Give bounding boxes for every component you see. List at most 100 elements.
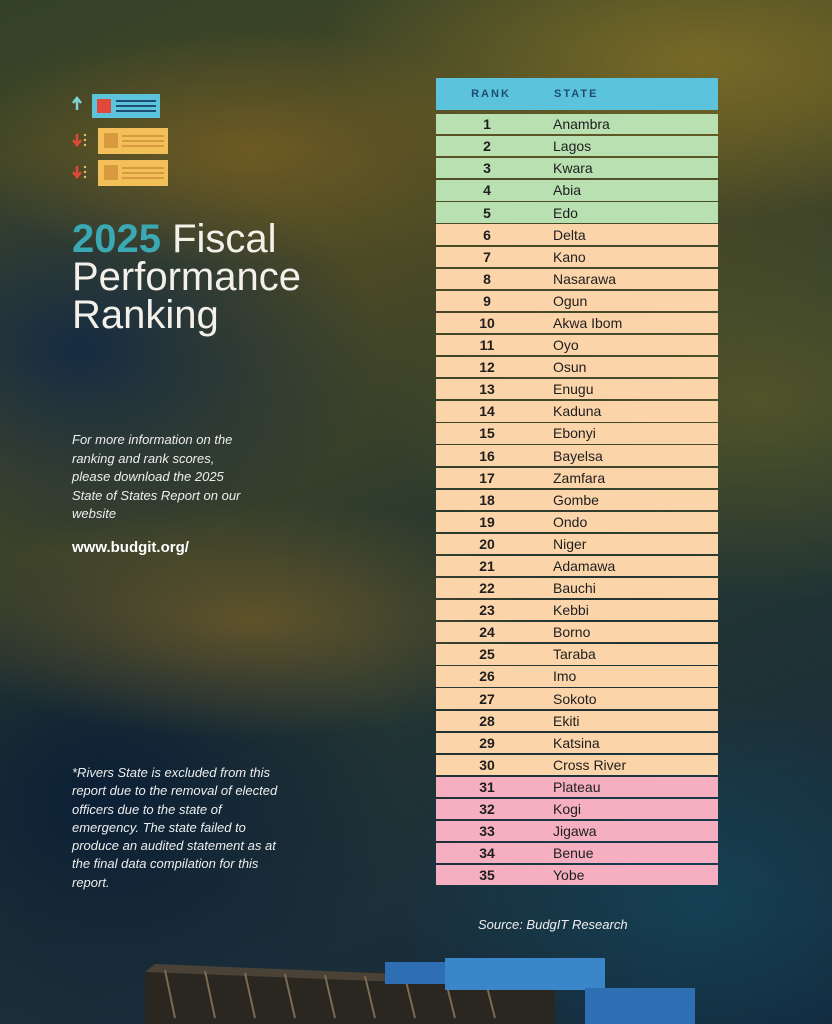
rank-cell: 31 xyxy=(479,778,495,795)
table-row: 4 Abia xyxy=(436,180,718,201)
website-link[interactable]: www.budgit.org/ xyxy=(72,539,189,556)
rank-cell: 15 xyxy=(479,425,495,442)
rank-cell: 24 xyxy=(479,624,495,641)
rank-cell: 10 xyxy=(479,314,495,331)
page-title: 2025 Fiscal Performance Ranking xyxy=(72,219,301,337)
table-header: RANK STATE xyxy=(436,78,718,110)
state-cell: Abia xyxy=(553,182,582,199)
table-row: 13 Enugu xyxy=(436,379,718,400)
rank-cell: 8 xyxy=(483,270,491,287)
state-cell: Kano xyxy=(553,248,586,265)
footnote: *Rivers State is excluded from this repo… xyxy=(72,765,278,890)
state-cell: Gombe xyxy=(553,491,599,508)
state-cell: Borno xyxy=(553,624,591,641)
state-cell: Ebonyi xyxy=(553,425,596,442)
state-cell: Benue xyxy=(553,845,594,862)
state-cell: Niger xyxy=(553,535,587,552)
table-row: 31 Plateau xyxy=(436,776,718,798)
ranking-table: RANK STATE 1 Anambra 2 Lagos 3 Kwara 4 Abia 5 Edo… xyxy=(436,78,718,887)
state-cell: Sokoto xyxy=(553,690,597,707)
table-row: 15 Ebonyi xyxy=(436,423,718,444)
state-cell: Katsina xyxy=(553,734,600,751)
rank-cell: 9 xyxy=(483,292,491,309)
table-row: 18 Gombe xyxy=(436,489,718,510)
table-row: 5 Edo xyxy=(436,202,718,223)
table-row: 14 Kaduna xyxy=(436,401,718,422)
table-row: 23 Kebbi xyxy=(436,600,718,621)
rank-cell: 1 xyxy=(483,116,491,133)
source-text: Source: BudgIT Research xyxy=(478,917,628,932)
vehicles-illustration xyxy=(145,958,695,1024)
rank-cell: 7 xyxy=(483,248,491,265)
table-row: 1 Anambra xyxy=(436,114,718,135)
state-cell: Ogun xyxy=(553,292,588,309)
state-cell: Nasarawa xyxy=(553,270,617,287)
rank-header: RANK xyxy=(471,88,511,100)
table-row: 9 Ogun xyxy=(436,290,718,312)
table-row: 26 Imo xyxy=(436,666,718,687)
state-cell: Edo xyxy=(553,204,578,221)
rank-cell: 33 xyxy=(479,823,495,840)
rank-cell: 19 xyxy=(479,513,495,530)
table-row: 12 Osun xyxy=(436,357,718,378)
state-cell: Enugu xyxy=(553,381,594,398)
table-row: 27 Sokoto xyxy=(436,688,718,709)
rank-cell: 11 xyxy=(479,337,495,354)
state-cell: Ondo xyxy=(553,513,588,530)
rank-cell: 21 xyxy=(479,558,495,575)
table-row: 16 Bayelsa xyxy=(436,445,718,466)
state-cell: Kogi xyxy=(553,801,582,818)
rank-cell: 22 xyxy=(479,580,495,597)
state-cell: Bauchi xyxy=(553,580,596,597)
state-cell: Kwara xyxy=(553,160,593,177)
rank-cell: 35 xyxy=(479,867,495,884)
ranking-icon-group xyxy=(72,92,172,193)
state-cell: Oyo xyxy=(553,337,579,354)
state-cell: Taraba xyxy=(553,646,596,663)
rank-cell: 28 xyxy=(479,712,495,729)
state-cell: Osun xyxy=(553,359,587,376)
state-cell: Plateau xyxy=(553,778,601,795)
table-row: 3 Kwara xyxy=(436,158,718,179)
rank-cell: 34 xyxy=(479,845,495,862)
state-cell: Imo xyxy=(553,668,577,685)
state-header: STATE xyxy=(554,88,599,100)
table-row: 17 Zamfara xyxy=(436,467,718,488)
title-line3: Ranking xyxy=(72,293,219,337)
title-line2: Performance xyxy=(72,255,301,299)
rank-cell: 18 xyxy=(479,491,495,508)
rank-cell: 17 xyxy=(479,469,495,486)
rank-cell: 14 xyxy=(479,403,495,420)
table-row: 6 Delta xyxy=(436,224,718,245)
state-cell: Kebbi xyxy=(553,602,589,619)
state-cell: Akwa Ibom xyxy=(553,314,623,331)
state-cell: Zamfara xyxy=(553,469,606,486)
table-row: 22 Bauchi xyxy=(436,577,718,599)
rank-cell: 16 xyxy=(479,447,495,464)
info-text: For more information on the ranking and … xyxy=(72,432,241,521)
state-cell: Delta xyxy=(553,226,586,243)
state-cell: Jigawa xyxy=(553,823,597,840)
table-row: 20 Niger xyxy=(436,533,718,555)
rank-cell: 25 xyxy=(479,646,495,663)
state-cell: Ekiti xyxy=(553,712,580,729)
table-row: 35 Yobe xyxy=(436,865,718,886)
table-row: 21 Adamawa xyxy=(436,555,718,577)
table-row: 32 Kogi xyxy=(436,798,718,820)
table-row: 19 Ondo xyxy=(436,511,718,532)
table-row: 24 Borno xyxy=(436,622,718,643)
state-cell: Cross River xyxy=(553,756,627,773)
rank-cell: 32 xyxy=(479,801,495,818)
table-row: 10 Akwa Ibom xyxy=(436,312,718,334)
rank-cell: 6 xyxy=(483,226,491,243)
rank-cell: 12 xyxy=(479,359,495,376)
rank-cell: 30 xyxy=(479,756,495,773)
table-row: 34 Benue xyxy=(436,843,718,864)
table-row: 29 Katsina xyxy=(436,732,718,753)
table-row: 7 Kano xyxy=(436,246,718,267)
state-cell: Bayelsa xyxy=(553,447,603,464)
rank-cell: 4 xyxy=(483,182,491,199)
rank-cell: 20 xyxy=(479,535,495,552)
table-row: 25 Taraba xyxy=(436,644,718,665)
rank-cell: 5 xyxy=(483,204,491,221)
